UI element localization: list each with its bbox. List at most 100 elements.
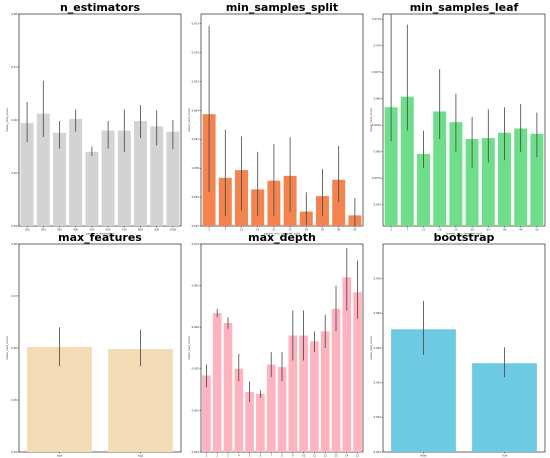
- x-axis-label: param_n_estimators: [86, 232, 115, 236]
- y-tick-label: 0.98: [11, 12, 17, 16]
- bar-4: [234, 368, 244, 452]
- y-tick-label: 0.9575: [372, 176, 381, 180]
- y-tick-label: 0.952: [192, 224, 200, 228]
- y-tick-label: 0.96: [11, 346, 17, 350]
- bar-11: [310, 341, 319, 452]
- bar-600: [101, 130, 115, 226]
- y-axis-label: mean_test_score: [187, 336, 191, 360]
- plot-frame: [200, 13, 364, 227]
- bar-40: [332, 179, 346, 226]
- y-tick-label: 0.964: [192, 108, 200, 112]
- x-axis-label: param_min_samples_split: [264, 232, 301, 236]
- y-tick-label: 0.950: [374, 415, 382, 419]
- bar-200: [36, 113, 50, 226]
- x-tick-label: log2: [138, 454, 144, 458]
- x-tick-label: 2: [216, 454, 218, 458]
- y-tick-label: 0.965: [192, 284, 200, 288]
- y-tick-label: 0.97: [11, 294, 17, 298]
- x-tick-label: 44: [519, 228, 523, 232]
- x-tick-label: 39: [503, 228, 507, 232]
- x-tick-label: False: [420, 454, 427, 458]
- y-tick-label: 0.970: [374, 277, 382, 281]
- y-tick-label: 0.955: [192, 367, 200, 371]
- chart-panel-4: max_depth 0.945 0.950 0.955 0.960 0.965 0.970 m…: [187, 231, 364, 458]
- bar-500: [85, 151, 99, 226]
- y-tick-label: 0.94: [11, 224, 17, 228]
- x-tick-label: 18: [438, 228, 442, 232]
- x-tick-label: 1: [390, 228, 392, 232]
- bar-6: [256, 393, 265, 452]
- y-tick-label: 0.965: [374, 97, 382, 101]
- bar-23: [449, 122, 463, 226]
- bar-100: [20, 123, 34, 226]
- y-tick-label: 0.960: [374, 150, 382, 154]
- y-tick-label: 0.950: [192, 408, 200, 412]
- bar-2: [212, 313, 222, 452]
- x-tick-label: 21: [272, 228, 276, 232]
- x-tick-label: 700: [122, 228, 127, 232]
- bar-1000: [166, 131, 180, 226]
- x-tick-label: 7: [406, 228, 408, 232]
- x-tick-label: 1000: [170, 228, 177, 232]
- x-tick-label: 7: [224, 228, 226, 232]
- x-tick-label: 9: [292, 454, 294, 458]
- x-tick-label: 300: [57, 228, 62, 232]
- y-axis-label: mean_test_score: [5, 336, 9, 360]
- x-tick-label: 35: [321, 228, 325, 232]
- y-tick-label: 0.98: [11, 242, 17, 246]
- bar-10: [299, 335, 308, 452]
- x-tick-label: 900: [154, 228, 159, 232]
- bar-700: [117, 130, 131, 226]
- x-tick-label: 400: [73, 228, 78, 232]
- x-tick-label: 45: [353, 228, 357, 232]
- x-tick-label: 600: [106, 228, 111, 232]
- bar-3: [223, 323, 233, 452]
- y-tick-label: 0.95: [11, 398, 17, 402]
- x-tick-label: 23: [454, 228, 458, 232]
- bar-True: [472, 363, 537, 452]
- bar-12: [417, 153, 430, 226]
- bar-800: [134, 121, 147, 226]
- bar-29: [465, 139, 479, 226]
- x-tick-label: 5: [249, 454, 251, 458]
- bar-15: [353, 292, 362, 452]
- x-tick-label: 30: [305, 228, 309, 232]
- y-tick-label: 0.96: [11, 118, 17, 122]
- chart-panel-0: n_estimators 0.94 0.95 0.96 0.97 0.98 mean_tes…: [5, 1, 182, 236]
- y-tick-label: 0.95: [11, 171, 17, 175]
- chart-panel-2: min_samples_leaf 0.955 0.9575 0.960 0.9625 0.…: [369, 1, 546, 236]
- bar-39: [498, 132, 511, 226]
- x-tick-label: 1: [206, 454, 208, 458]
- bar-1: [384, 107, 398, 226]
- x-tick-label: 6: [260, 454, 262, 458]
- chart-title: min_samples_split: [226, 1, 338, 14]
- y-tick-label: 0.9675: [372, 70, 381, 74]
- chart-panel-5: bootstrap 0.945 0.950 0.955 0.960 0.965 0.970 m…: [369, 231, 546, 458]
- chart-panel-1: min_samples_split 0.952 0.955 0.958 0.961 0.9…: [187, 1, 364, 236]
- x-tick-label: 8: [281, 454, 283, 458]
- x-axis-label: param_min_samples_leaf: [446, 232, 482, 236]
- y-tick-label: 0.945: [374, 450, 382, 454]
- y-tick-label: 0.955: [192, 195, 200, 199]
- x-tick-label: 12: [324, 454, 328, 458]
- y-tick-label: 0.955: [374, 381, 382, 385]
- y-tick-label: 0.973: [192, 22, 200, 26]
- x-tick-label: 34: [487, 228, 491, 232]
- bar-44: [514, 128, 528, 226]
- y-tick-label: 0.967: [192, 79, 200, 83]
- chart-title: max_depth: [248, 231, 316, 244]
- x-tick-label: 4: [238, 454, 240, 458]
- bar-7: [400, 96, 414, 227]
- y-tick-label: 0.960: [374, 346, 382, 350]
- bar-7: [266, 364, 276, 452]
- y-tick-label: 0.97: [11, 65, 17, 69]
- bar-1: [202, 375, 211, 452]
- plot-frame: [382, 13, 546, 227]
- y-axis-label: mean_test_score: [369, 108, 373, 132]
- y-tick-label: 0.961: [192, 137, 200, 141]
- y-tick-label: 0.955: [374, 203, 382, 207]
- bar-18: [433, 111, 447, 226]
- bar-9: [288, 335, 298, 452]
- bar-5: [245, 392, 254, 452]
